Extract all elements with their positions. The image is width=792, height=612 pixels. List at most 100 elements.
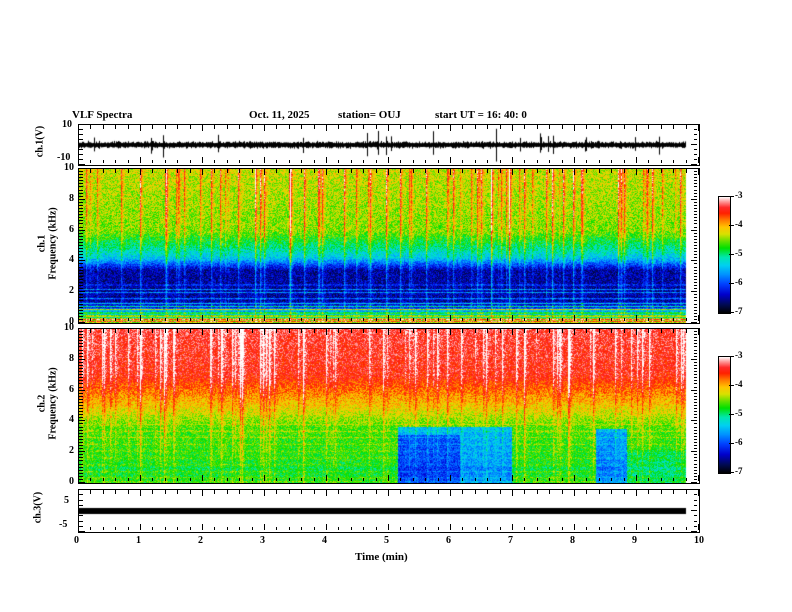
axis-tick: [693, 494, 697, 495]
axis-tick: [698, 157, 699, 163]
panel-ch3-waveform: [78, 489, 700, 533]
axis-tick: [693, 356, 697, 357]
axis-tick: [693, 380, 697, 381]
axis-tick: [115, 477, 116, 481]
axis-tick: [693, 387, 697, 388]
axis-tick: [691, 328, 697, 329]
axis-tick: [314, 490, 315, 494]
axis-tick: [500, 125, 501, 129]
axis-tick: [177, 490, 178, 494]
colorbar-tick-label: -5: [735, 248, 743, 258]
axis-tick: [462, 317, 463, 321]
axis-tick: [693, 515, 697, 516]
axis-tick: [252, 526, 253, 530]
axis-tick: [537, 169, 538, 173]
panel-ch1-spectrogram: [78, 168, 700, 324]
axis-tick: [693, 139, 697, 140]
axis-tick: [79, 168, 85, 169]
axis-tick: [79, 356, 83, 357]
axis-tick: [413, 329, 414, 333]
axis-tick: [648, 490, 649, 494]
axis-tick: [693, 430, 697, 431]
axis-tick: [326, 125, 327, 131]
axis-tick: [376, 125, 377, 129]
axis-tick: [79, 430, 83, 431]
axis-tick: [264, 157, 265, 163]
axis-tick: [599, 169, 600, 173]
axis-tick: [239, 125, 240, 129]
axis-tick: [79, 186, 83, 187]
axis-tick: [698, 125, 699, 131]
axis-tick: [214, 490, 215, 494]
axis-tick: [326, 169, 327, 175]
axis-tick: [363, 477, 364, 481]
axis-tick: [729, 472, 734, 473]
axis-tick: [691, 359, 697, 360]
axis-tick: [698, 524, 699, 530]
axis-tick: [103, 526, 104, 530]
axis-tick: [691, 260, 697, 261]
axis-tick: [691, 482, 697, 483]
axis-tick: [79, 328, 85, 329]
axis-tick: [400, 169, 401, 173]
axis-tick: [79, 307, 83, 308]
axis-tick: [413, 490, 414, 494]
axis-tick: [79, 279, 83, 280]
axis-tick: [691, 322, 697, 323]
axis-tick: [79, 505, 83, 506]
axis-tick: [599, 317, 600, 321]
axis-tick: [413, 526, 414, 530]
axis-tick: [314, 477, 315, 481]
axis-tick: [78, 125, 79, 131]
axis-tick: [177, 125, 178, 129]
axis-tick: [693, 239, 697, 240]
axis-tick: [289, 477, 290, 481]
axis-tick: [227, 317, 228, 321]
axis-tick: [79, 248, 83, 249]
xaxis-tick-label: 10: [694, 535, 704, 546]
axis-tick: [729, 254, 734, 255]
axis-tick: [79, 316, 83, 317]
axis-tick: [79, 199, 85, 200]
axis-tick: [90, 125, 91, 129]
axis-tick: [202, 315, 203, 321]
axis-tick: [636, 169, 637, 175]
axis-tick: [79, 489, 85, 490]
axis-tick: [693, 353, 697, 354]
axis-tick: [693, 205, 697, 206]
axis-tick: [289, 526, 290, 530]
axis-tick: [227, 477, 228, 481]
axis-tick: [729, 225, 734, 226]
axis-tick: [693, 174, 697, 175]
axis-tick: [115, 125, 116, 129]
ch1-spec-tick-label: 6: [69, 224, 74, 235]
axis-tick: [140, 169, 141, 175]
axis-tick: [165, 490, 166, 494]
axis-tick: [264, 475, 265, 481]
colorbar-tick-label: -3: [735, 190, 743, 200]
axis-tick: [693, 374, 697, 375]
axis-tick: [190, 490, 191, 494]
axis-tick: [79, 436, 83, 437]
axis-tick: [475, 169, 476, 173]
axis-tick: [78, 169, 79, 175]
axis-tick: [190, 125, 191, 129]
axis-tick: [729, 385, 734, 386]
axis-tick: [691, 420, 697, 421]
ch1-wave-tick-neg: -10: [57, 152, 71, 163]
axis-tick: [314, 159, 315, 163]
axis-tick: [79, 494, 83, 495]
axis-tick: [693, 334, 697, 335]
axis-tick: [729, 356, 734, 357]
axis-tick: [693, 196, 697, 197]
axis-tick: [413, 169, 414, 173]
ch3-wave-tick-pos: 5: [64, 495, 69, 506]
axis-tick: [462, 477, 463, 481]
axis-tick: [693, 202, 697, 203]
axis-tick: [338, 159, 339, 163]
axis-tick: [103, 169, 104, 173]
axis-tick: [79, 171, 83, 172]
axis-tick: [289, 329, 290, 333]
axis-tick: [537, 490, 538, 494]
axis-tick: [673, 159, 674, 163]
